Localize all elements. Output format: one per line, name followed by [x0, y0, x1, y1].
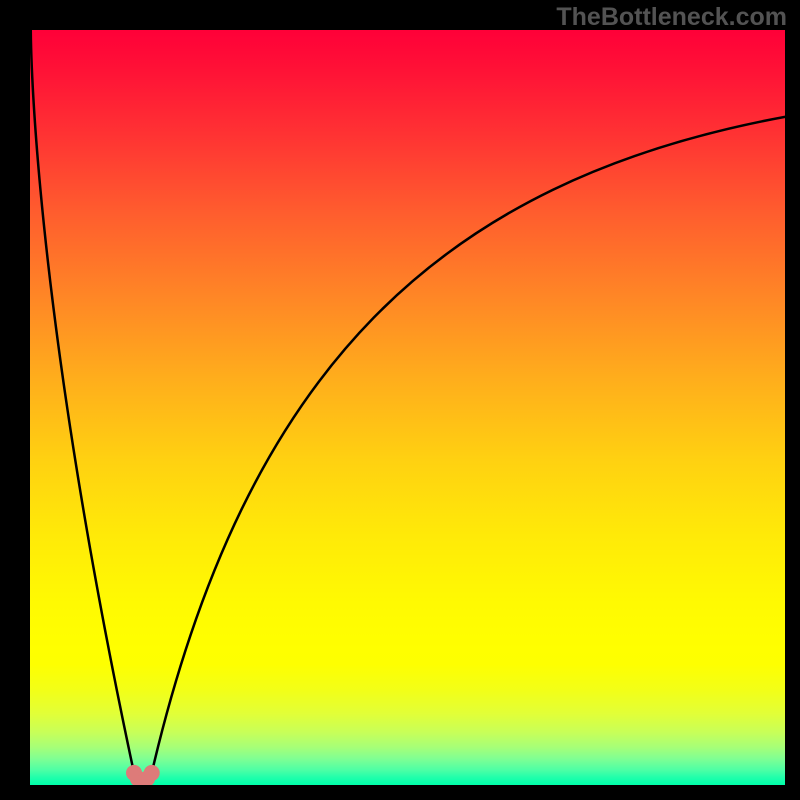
watermark-text: TheBottleneck.com — [556, 3, 787, 32]
chart-container: TheBottleneck.com — [0, 0, 800, 800]
plot-area — [30, 30, 785, 785]
curve-left-branch — [31, 30, 134, 773]
valley-marker-dot — [144, 765, 160, 781]
curve-layer — [30, 30, 785, 785]
valley-marker — [126, 765, 160, 785]
curve-right-branch — [152, 117, 785, 773]
